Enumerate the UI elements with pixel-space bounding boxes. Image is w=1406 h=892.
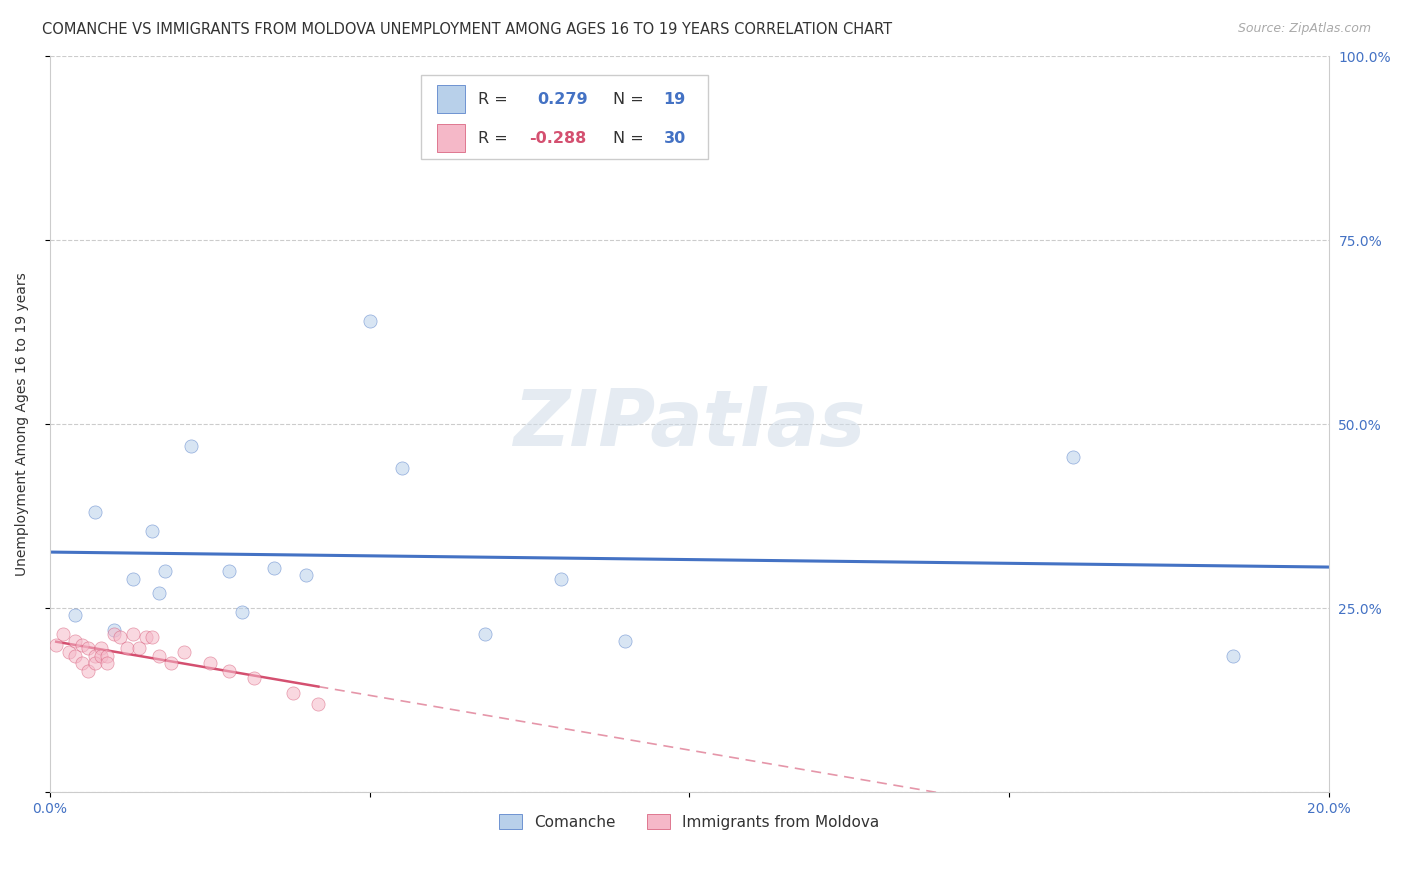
Text: R =: R = xyxy=(478,131,519,146)
Point xyxy=(243,671,266,685)
Text: 19: 19 xyxy=(664,93,686,107)
Point xyxy=(52,627,75,641)
Point xyxy=(115,641,138,656)
Point xyxy=(218,664,240,678)
Point xyxy=(141,631,163,645)
Point xyxy=(148,648,170,663)
Point xyxy=(83,648,105,663)
Text: 0.279: 0.279 xyxy=(537,93,588,107)
Point xyxy=(550,572,572,586)
Point xyxy=(141,524,163,538)
Point xyxy=(1222,648,1244,663)
Point xyxy=(65,608,87,623)
Point xyxy=(83,656,105,670)
Point xyxy=(153,564,176,578)
Text: -0.288: -0.288 xyxy=(530,131,586,146)
Point xyxy=(198,656,221,670)
Text: Source: ZipAtlas.com: Source: ZipAtlas.com xyxy=(1237,22,1371,36)
FancyBboxPatch shape xyxy=(420,75,709,159)
Point xyxy=(1062,450,1084,465)
Text: N =: N = xyxy=(613,131,648,146)
Point xyxy=(122,627,145,641)
Point xyxy=(77,664,100,678)
Point xyxy=(122,572,145,586)
Y-axis label: Unemployment Among Ages 16 to 19 years: Unemployment Among Ages 16 to 19 years xyxy=(15,272,30,576)
Point xyxy=(179,439,201,453)
Legend: Comanche, Immigrants from Moldova: Comanche, Immigrants from Moldova xyxy=(494,807,886,836)
Point xyxy=(160,656,183,670)
Point xyxy=(103,623,125,637)
Point xyxy=(96,648,118,663)
Point xyxy=(614,634,637,648)
Point xyxy=(231,605,253,619)
Text: N =: N = xyxy=(613,93,648,107)
Text: COMANCHE VS IMMIGRANTS FROM MOLDOVA UNEMPLOYMENT AMONG AGES 16 TO 19 YEARS CORRE: COMANCHE VS IMMIGRANTS FROM MOLDOVA UNEM… xyxy=(42,22,893,37)
Point xyxy=(148,586,170,600)
Point xyxy=(65,648,87,663)
Point xyxy=(135,631,157,645)
Point xyxy=(77,641,100,656)
Point xyxy=(83,505,105,519)
Point xyxy=(70,638,93,652)
Point xyxy=(173,645,195,659)
Point xyxy=(391,461,413,475)
Point xyxy=(90,641,112,656)
Point xyxy=(103,627,125,641)
Point xyxy=(58,645,80,659)
Text: 30: 30 xyxy=(664,131,686,146)
Point xyxy=(70,656,93,670)
Point xyxy=(128,641,150,656)
Point xyxy=(474,627,496,641)
Point xyxy=(359,314,381,328)
Point xyxy=(108,631,131,645)
FancyBboxPatch shape xyxy=(437,124,465,152)
Point xyxy=(263,560,285,574)
Point xyxy=(281,685,304,699)
Point xyxy=(45,638,67,652)
Point xyxy=(307,697,329,711)
Text: ZIPatlas: ZIPatlas xyxy=(513,386,865,462)
Point xyxy=(96,656,118,670)
Point xyxy=(90,648,112,663)
Point xyxy=(65,634,87,648)
Point xyxy=(294,568,316,582)
Point xyxy=(218,564,240,578)
Text: R =: R = xyxy=(478,93,519,107)
FancyBboxPatch shape xyxy=(437,85,465,113)
